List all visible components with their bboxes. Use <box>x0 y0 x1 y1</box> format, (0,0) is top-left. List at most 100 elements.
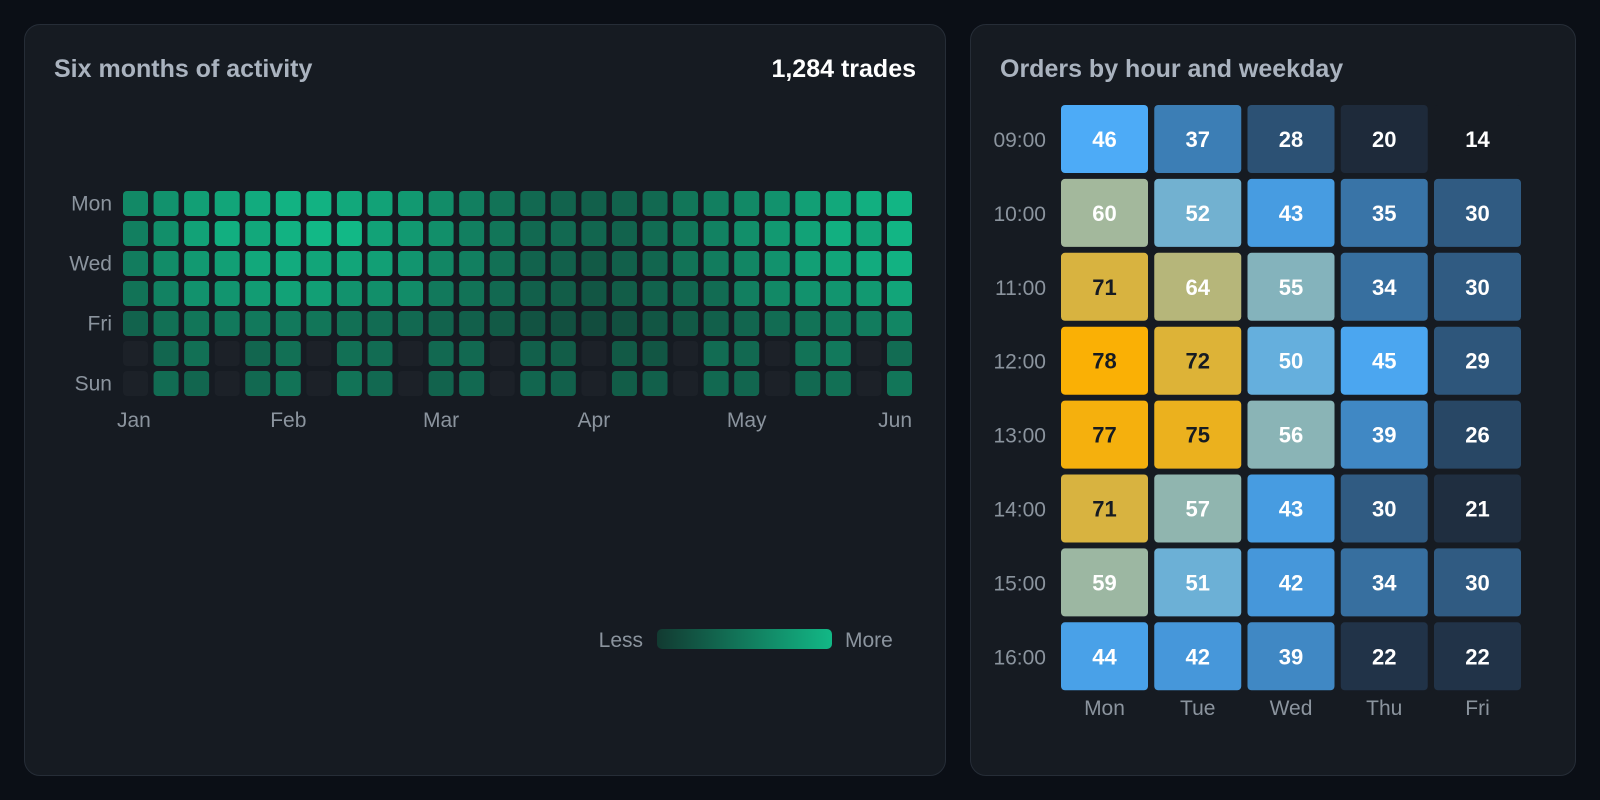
activity-cell <box>275 281 301 306</box>
orders-cell <box>1247 548 1335 617</box>
activity-cell <box>520 251 546 276</box>
activity-cell <box>428 221 454 246</box>
activity-cell <box>336 371 362 396</box>
activity-cell <box>550 281 576 306</box>
activity-cell <box>550 371 576 396</box>
orders-cell <box>1247 622 1335 691</box>
activity-cell <box>459 371 485 396</box>
orders-cell <box>1154 252 1242 321</box>
activity-cell <box>275 371 301 396</box>
legend-less-label: Less <box>599 629 643 652</box>
orders-cell <box>1247 252 1335 321</box>
orders-cell <box>1154 622 1242 691</box>
orders-cell-value: 28 <box>1279 127 1303 152</box>
activity-cell <box>123 191 148 216</box>
activity-cell <box>856 371 882 396</box>
orders-cell <box>1434 622 1521 691</box>
activity-cell <box>153 281 179 306</box>
orders-cell-value: 29 <box>1465 349 1489 374</box>
orders-cell-value: 37 <box>1186 127 1210 152</box>
activity-cell <box>703 371 729 396</box>
activity-cell <box>367 221 393 246</box>
orders-cell-value: 35 <box>1372 201 1396 226</box>
orders-cell <box>1434 326 1521 395</box>
activity-cell <box>611 251 637 276</box>
orders-cell <box>1061 548 1148 617</box>
activity-cell <box>611 311 637 336</box>
activity-cell <box>245 371 271 396</box>
activity-cell <box>306 251 332 276</box>
orders-cell-value: 72 <box>1186 349 1210 374</box>
orders-hour-label: 11:00 <box>995 277 1046 300</box>
orders-cell <box>1434 548 1521 617</box>
activity-cell <box>367 371 393 396</box>
activity-cell <box>489 341 515 366</box>
activity-cell <box>245 251 271 276</box>
activity-cell <box>611 341 637 366</box>
activity-cell <box>275 191 301 216</box>
orders-cell <box>1154 548 1242 617</box>
activity-cell <box>214 221 240 246</box>
activity-cell <box>550 221 576 246</box>
orders-cell <box>1061 474 1148 543</box>
activity-cell <box>489 251 515 276</box>
activity-month-label: Apr <box>578 409 611 432</box>
orders-hour-label: 12:00 <box>993 351 1046 374</box>
activity-cell <box>520 311 546 336</box>
activity-cell <box>825 191 851 216</box>
activity-cell <box>581 371 607 396</box>
activity-cell <box>764 191 790 216</box>
activity-cell <box>856 191 882 216</box>
orders-cell <box>1434 400 1521 469</box>
orders-cell-value: 64 <box>1186 275 1211 300</box>
activity-cell <box>153 191 179 216</box>
activity-cell <box>214 311 240 336</box>
activity-cell <box>489 281 515 306</box>
activity-cell <box>245 221 271 246</box>
activity-cell <box>306 311 332 336</box>
activity-cell <box>398 221 424 246</box>
activity-cell <box>825 281 851 306</box>
activity-cell <box>673 281 699 306</box>
activity-cell <box>306 371 332 396</box>
activity-cell <box>153 221 179 246</box>
activity-cell <box>214 191 240 216</box>
activity-cell <box>489 371 515 396</box>
activity-cell <box>123 251 148 276</box>
activity-cell <box>703 221 729 246</box>
activity-cell <box>520 371 546 396</box>
legend-gradient <box>657 629 832 649</box>
orders-cell <box>1247 105 1335 173</box>
orders-cell <box>1340 548 1428 617</box>
activity-cell <box>673 341 699 366</box>
activity-cell <box>887 281 912 306</box>
activity-cell <box>428 371 454 396</box>
activity-cell <box>764 221 790 246</box>
orders-cell-value: 71 <box>1092 497 1116 522</box>
activity-row-label: Wed <box>69 253 112 276</box>
activity-cell <box>887 251 912 276</box>
activity-cell <box>184 371 210 396</box>
activity-cell <box>611 221 637 246</box>
orders-cell <box>1154 326 1242 395</box>
activity-cell <box>642 371 668 396</box>
activity-cell <box>673 191 699 216</box>
activity-cell <box>123 341 148 366</box>
activity-cell <box>795 221 821 246</box>
activity-cell <box>367 311 393 336</box>
orders-hour-label: 13:00 <box>993 425 1046 448</box>
activity-cell <box>795 311 821 336</box>
activity-cell <box>489 221 515 246</box>
activity-cell <box>459 311 485 336</box>
orders-cell-value: 22 <box>1465 644 1489 669</box>
activity-cell <box>673 371 699 396</box>
orders-weekday-label: Fri <box>1465 697 1490 720</box>
legend-more-label: More <box>845 629 893 652</box>
orders-cell <box>1434 252 1521 321</box>
orders-weekday-label: Mon <box>1084 697 1125 720</box>
activity-cell <box>795 191 821 216</box>
activity-month-label: May <box>727 409 767 432</box>
activity-cell <box>336 341 362 366</box>
activity-cell <box>734 191 760 216</box>
activity-cell <box>214 341 240 366</box>
